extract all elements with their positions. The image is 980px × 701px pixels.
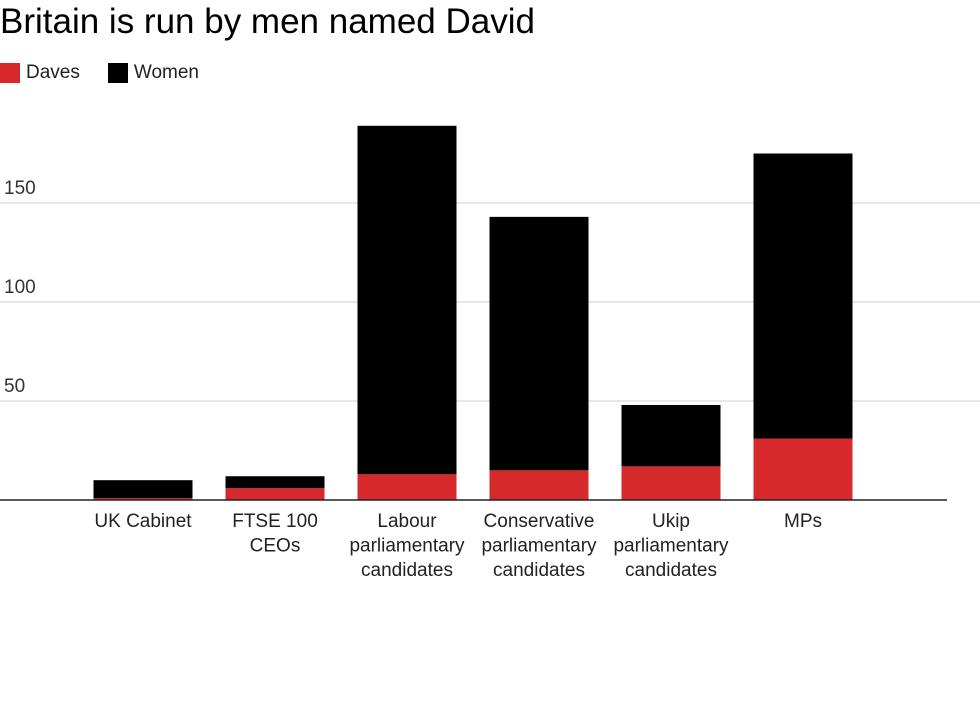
bar-women-0 xyxy=(93,480,193,499)
bar-daves-3 xyxy=(489,470,589,500)
bar-daves-4 xyxy=(621,466,721,500)
bar-women-3 xyxy=(489,216,589,471)
bar-daves-1 xyxy=(225,488,325,500)
bar-women-5 xyxy=(753,153,853,439)
bar-daves-5 xyxy=(753,438,853,500)
bar-women-4 xyxy=(621,404,721,467)
y-tick-label-50: 50 xyxy=(4,376,25,397)
legend-item-daves: Daves xyxy=(0,62,80,84)
legend-swatch-daves xyxy=(0,63,20,83)
legend-label-daves: Daves xyxy=(26,62,80,83)
bar-women-2 xyxy=(357,125,457,475)
bar-women-1 xyxy=(225,476,325,489)
legend-item-women: Women xyxy=(107,62,199,84)
legend-swatch-women xyxy=(107,63,128,83)
y-tick-label-150: 150 xyxy=(4,178,36,199)
legend-label-women: Women xyxy=(133,62,199,83)
x-category-label-2: Labour parliamentary candidates xyxy=(349,511,465,581)
bar-daves-2 xyxy=(357,474,457,500)
x-category-label-0: UK Cabinet xyxy=(94,511,192,532)
x-category-label-4: Ukip parliamentary candidates xyxy=(613,511,729,581)
x-category-label-3: Conservative parliamentary candidates xyxy=(481,511,597,581)
legend: Daves Women xyxy=(0,62,227,84)
bar-daves-0 xyxy=(93,498,193,500)
x-category-label-5: MPs xyxy=(784,511,822,532)
chart-title: Britain is run by men named David xyxy=(0,2,535,41)
y-tick-label-100: 100 xyxy=(4,277,36,298)
x-category-label-1: FTSE 100 CEOs xyxy=(232,511,318,557)
